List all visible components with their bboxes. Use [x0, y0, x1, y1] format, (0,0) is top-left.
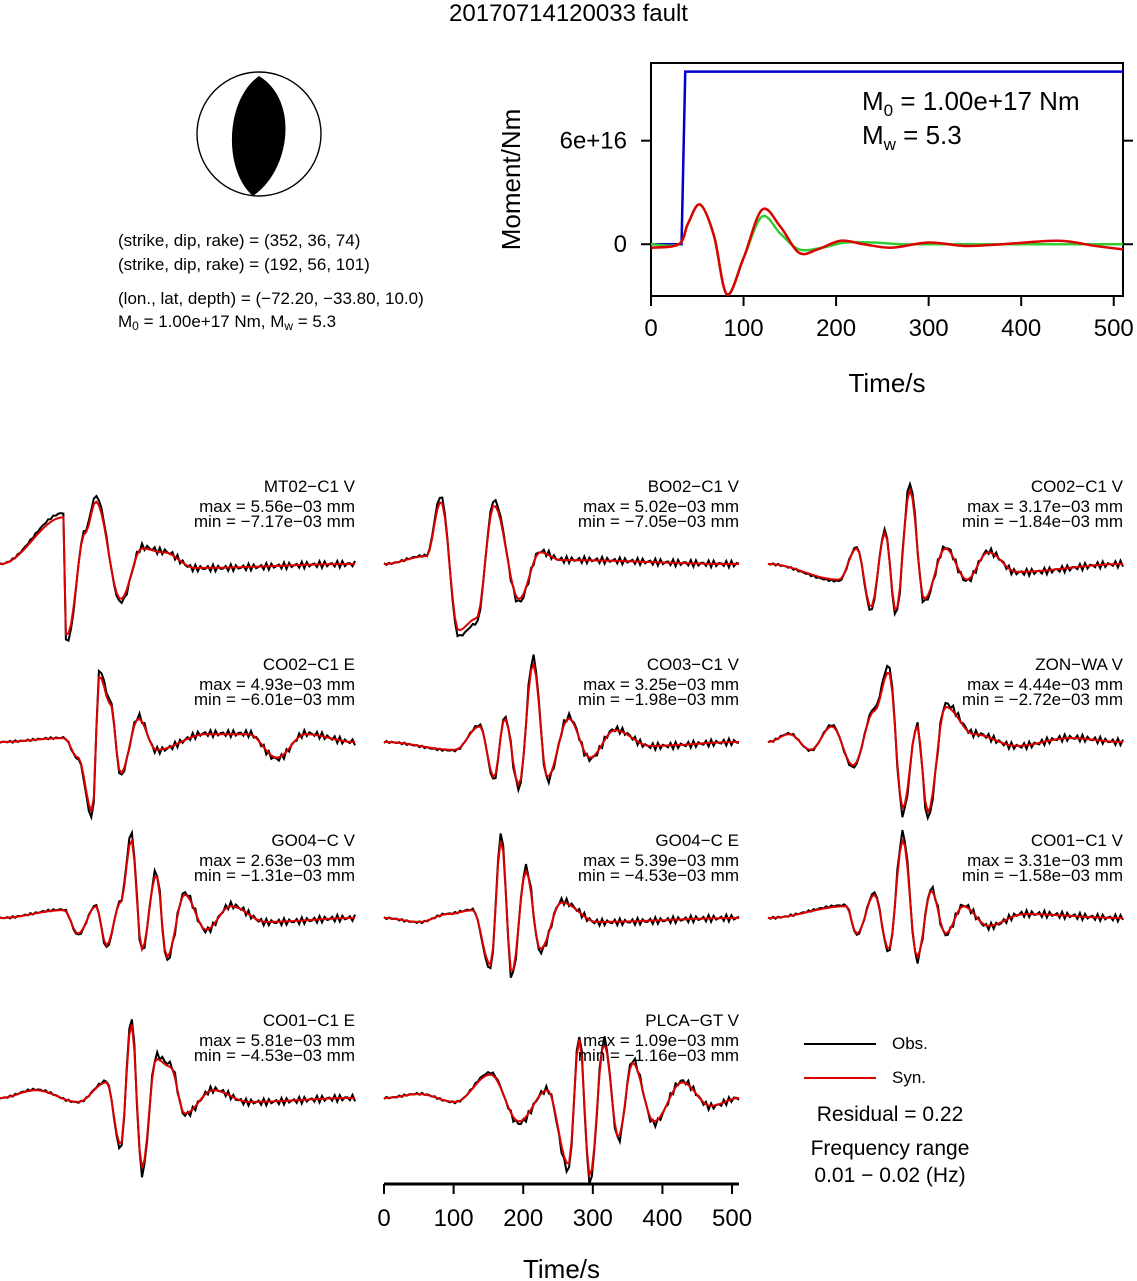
focal-plane-2: (strike, dip, rake) = (192, 56, 101) — [118, 255, 370, 274]
waveform-legend — [804, 1043, 876, 1079]
beachball-diagram — [196, 71, 322, 197]
min-label-1: min = −7.05e−03 mm — [578, 512, 739, 531]
station-label-0: MT02−C1 V — [264, 477, 356, 496]
min-label-2: min = −1.84e−03 mm — [962, 512, 1123, 531]
max-label-3: max = 4.93e−03 mm — [199, 675, 355, 694]
max-label-6: max = 2.63e−03 mm — [199, 851, 355, 870]
station-label-6: GO04−C V — [271, 831, 355, 850]
min-label-10: min = −1.16e−03 mm — [578, 1046, 739, 1065]
moment-ytick-label-1: 6e+16 — [560, 128, 627, 155]
min-label-6: min = −1.31e−03 mm — [194, 866, 355, 885]
station-label-3: CO02−C1 E — [263, 655, 355, 674]
moment-magnitude-summary: M0 = 1.00e+17 Nm, Mw = 5.3 — [118, 312, 337, 333]
station-label-7: GO04−C E — [655, 831, 739, 850]
station-label-9: CO01−C1 E — [263, 1011, 355, 1030]
max-label-5: max = 4.44e−03 mm — [967, 675, 1123, 694]
moment-series-0 — [651, 70, 1123, 246]
station-label-10: PLCA−GT V — [645, 1011, 739, 1030]
moment-xtick-label-100: 100 — [724, 315, 764, 342]
station-label-8: CO01−C1 V — [1031, 831, 1124, 850]
wave-xtick-label-500: 500 — [712, 1205, 752, 1232]
min-label-5: min = −2.72e−03 mm — [962, 690, 1123, 709]
min-label-3: min = −6.01e−03 mm — [194, 690, 355, 709]
min-label-8: min = −1.58e−03 mm — [962, 866, 1123, 885]
min-label-9: min = −4.53e−03 mm — [194, 1046, 355, 1065]
moment-plot-frame — [650, 62, 1124, 297]
syn-trace-4 — [384, 661, 739, 788]
min-label-0: min = −7.17e−03 mm — [194, 512, 355, 531]
syn-trace-9 — [0, 1024, 355, 1169]
focal-plane-1: (strike, dip, rake) = (352, 36, 74) — [118, 231, 361, 250]
moment-xtick-label-500: 500 — [1094, 315, 1134, 342]
min-label-4: min = −1.98e−03 mm — [578, 690, 739, 709]
moment-mw-label: Mw = 5.3 — [862, 120, 962, 154]
wave-xtick-label-200: 200 — [503, 1205, 543, 1232]
location-depth: (lon., lat, depth) = (−72.20, −33.80, 10… — [118, 289, 424, 308]
max-label-8: max = 3.31e−03 mm — [967, 851, 1123, 870]
wave-xtick-label-100: 100 — [434, 1205, 474, 1232]
moment-xtick-label-300: 300 — [909, 315, 949, 342]
moment-xtick-label-0: 0 — [644, 315, 657, 342]
wave-xtick-label-300: 300 — [573, 1205, 613, 1232]
syn-trace-5 — [767, 671, 1123, 816]
station-label-4: CO03−C1 V — [647, 655, 740, 674]
residual-label: Residual = 0.22 — [816, 1103, 964, 1126]
max-label-4: max = 3.25e−03 mm — [583, 675, 739, 694]
figure-title: 20170714120033 fault — [449, 0, 688, 27]
moment-function-chart: 0 100 200 300 400 500 0 6e+16 Moment/Nm Time/s — [496, 62, 1134, 398]
station-label-5: ZON−WA V — [1035, 655, 1123, 674]
syn-trace-10 — [384, 1039, 740, 1180]
station-label-1: BO02−C1 V — [648, 477, 740, 496]
syn-trace-2 — [768, 486, 1123, 611]
frequency-range-label: Frequency range — [810, 1137, 970, 1160]
moment-xtick-label-400: 400 — [1001, 315, 1041, 342]
syn-trace-0 — [0, 500, 355, 636]
max-label-7: max = 5.39e−03 mm — [583, 851, 739, 870]
syn-trace-8 — [768, 837, 1123, 960]
moment-ylabel: Moment/Nm — [496, 109, 526, 251]
wave-xtick-label-400: 400 — [642, 1205, 682, 1232]
max-label-2: max = 3.17e−03 mm — [967, 497, 1123, 516]
min-label-7: min = −4.53e−03 mm — [578, 866, 739, 885]
moment-xlabel: Time/s — [848, 368, 925, 398]
max-label-0: max = 5.56e−03 mm — [199, 497, 355, 516]
max-label-1: max = 5.02e−03 mm — [583, 497, 739, 516]
wave-xlabel: Time/s — [523, 1254, 600, 1281]
max-label-10: max = 1.09e−03 mm — [583, 1031, 739, 1050]
syn-trace-7 — [384, 840, 739, 971]
moment-xtick-label-200: 200 — [816, 315, 856, 342]
syn-trace-6 — [0, 837, 355, 960]
syn-trace-3 — [0, 676, 355, 812]
legend-syn-label: Syn. — [892, 1068, 927, 1087]
max-label-9: max = 5.81e−03 mm — [199, 1031, 355, 1050]
wave-xtick-label-0: 0 — [377, 1205, 390, 1232]
syn-trace-1 — [383, 500, 739, 632]
frequency-range-value: 0.01 − 0.02 (Hz) — [814, 1164, 966, 1187]
moment-m0-label: M0 = 1.00e+17 Nm — [862, 86, 1080, 120]
station-label-2: CO02−C1 V — [1031, 477, 1124, 496]
moment-ytick-label-0: 0 — [614, 231, 627, 258]
legend-obs-label: Obs. — [892, 1034, 928, 1053]
moment-series-2 — [650, 203, 1124, 296]
